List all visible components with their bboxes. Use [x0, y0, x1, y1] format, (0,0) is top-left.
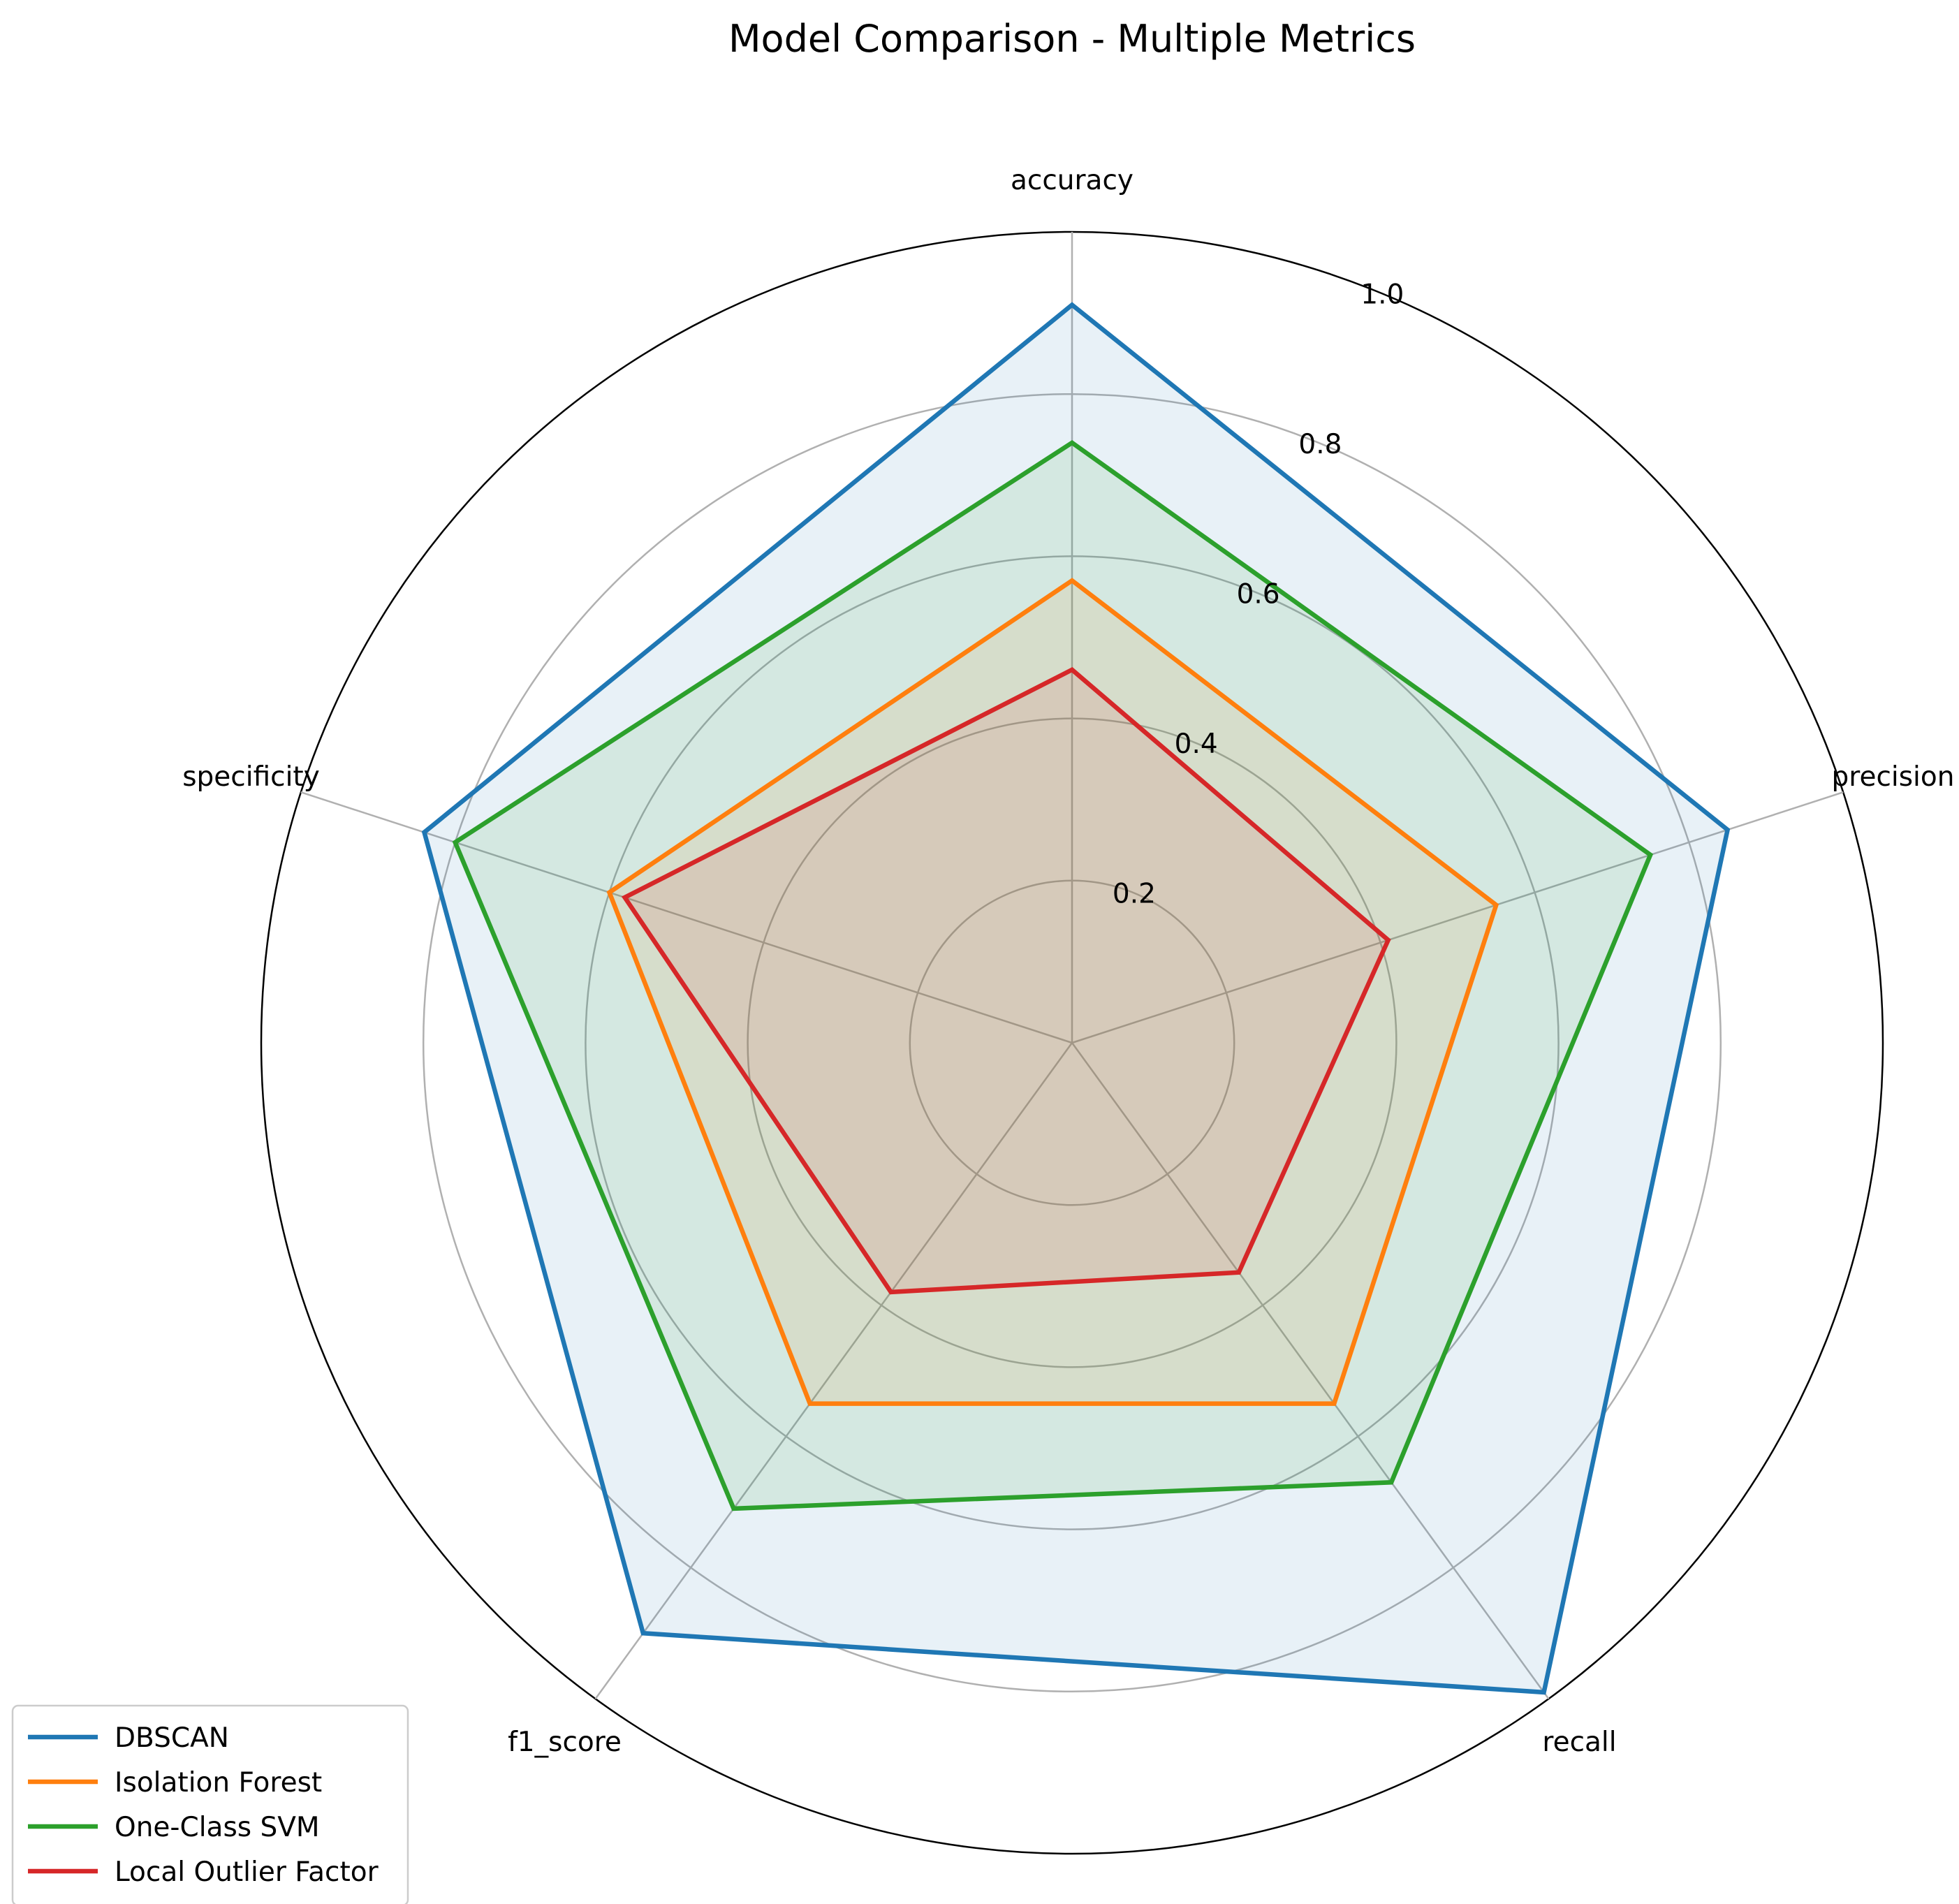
- radial-tick-label: 0.4: [1175, 728, 1218, 760]
- category-label: recall: [1542, 1727, 1616, 1758]
- spoke-line: [300, 791, 1073, 1044]
- legend-label: Isolation Forest: [115, 1767, 322, 1799]
- series-layer: [421, 302, 1731, 1695]
- radial-tick-label: 1.0: [1360, 279, 1404, 310]
- grid-layer: [260, 230, 1884, 1855]
- category-label: f1_score: [508, 1727, 622, 1758]
- series-line: [421, 302, 1731, 1695]
- series-line: [452, 439, 1654, 1511]
- radial-tick-label: 0.8: [1298, 429, 1342, 460]
- legend-box: [11, 1704, 409, 1904]
- series-fill: [624, 669, 1388, 1292]
- series-line: [606, 578, 1499, 1406]
- category-label: precision: [1832, 761, 1955, 793]
- series-fill: [455, 442, 1651, 1509]
- spoke-line: [594, 1042, 1073, 1700]
- radial-tick-label: 0.2: [1113, 879, 1156, 910]
- category-label: specificity: [182, 761, 320, 793]
- series-line: [621, 667, 1391, 1295]
- radial-tick-label: 0.6: [1237, 578, 1280, 610]
- chart-title: Model Comparison - Multiple Metrics: [728, 17, 1416, 61]
- label-layer: 0.2 0.4 0.6 0.8 1.0 accuracy precision recall f1…: [182, 165, 1954, 1758]
- legend-label: Local Outlier Factor: [115, 1857, 379, 1888]
- legend-label: DBSCAN: [115, 1722, 229, 1754]
- legend: DBSCAN Isolation Forest One-Class SVM Local…: [11, 1704, 409, 1904]
- spoke-line: [1071, 791, 1844, 1044]
- legend-label: One-Class SVM: [115, 1812, 320, 1843]
- spoke-line: [1071, 1042, 1550, 1700]
- category-label: accuracy: [1011, 165, 1133, 196]
